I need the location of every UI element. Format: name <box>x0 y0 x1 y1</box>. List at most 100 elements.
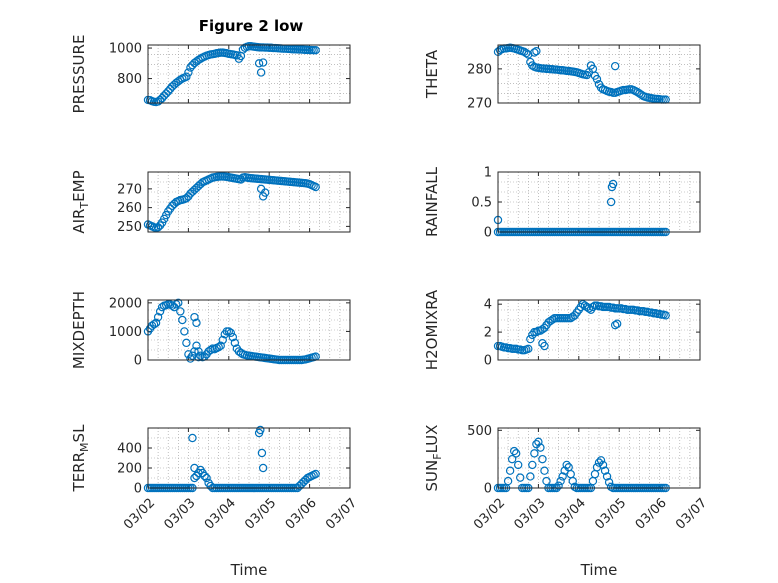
data-point <box>202 473 211 483</box>
data-point <box>610 61 620 71</box>
data-point <box>188 433 197 443</box>
y-tick-label: 400 <box>117 442 142 457</box>
x-tick-label: 03/03 <box>511 496 548 533</box>
data-point <box>194 352 203 362</box>
axes-border <box>497 171 701 233</box>
series-points <box>143 298 320 365</box>
x-tick-label: 03/04 <box>552 496 589 533</box>
data-point <box>661 311 670 320</box>
data-point <box>610 320 620 330</box>
y-tick-label: 2 <box>484 326 492 341</box>
y-tick-label: 0 <box>484 482 492 497</box>
data-point <box>598 460 608 470</box>
y-tick-label: 200 <box>117 462 142 477</box>
data-point <box>153 312 163 322</box>
y-axis-label: H2OMIXRA <box>423 289 441 370</box>
data-point <box>505 466 515 475</box>
data-point <box>532 46 541 56</box>
data-point <box>174 298 183 308</box>
y-tick-label: 0 <box>134 482 142 497</box>
x-tick-label: 03/02 <box>471 496 508 533</box>
figure-title: Figure 2 low <box>199 17 304 35</box>
data-point <box>558 472 567 481</box>
data-point <box>190 473 199 483</box>
y-tick-label: 2000 <box>109 296 142 311</box>
y-tick-label: 270 <box>467 97 492 112</box>
data-point <box>182 338 191 348</box>
y-tick-label: 1000 <box>109 42 142 57</box>
data-point <box>522 48 531 58</box>
data-point <box>538 454 547 464</box>
axes-border <box>497 427 701 489</box>
y-axis-label-part: SL <box>70 424 88 443</box>
data-point <box>178 315 187 325</box>
data-point <box>568 476 577 486</box>
series-points <box>143 172 320 233</box>
data-point <box>570 482 579 492</box>
y-tick-label: 0 <box>484 354 492 369</box>
data-point <box>596 456 606 465</box>
subplot-7: 0 200 400 03/02 03/03 03/04 03/05 03/06 03/07 Tim… <box>70 424 360 579</box>
data-point <box>224 327 233 336</box>
data-point <box>149 320 159 329</box>
x-tick-label: 03/06 <box>283 496 320 533</box>
data-point <box>511 449 521 458</box>
data-point <box>594 458 604 467</box>
data-point <box>516 473 525 482</box>
axes-border <box>147 427 351 489</box>
data-point <box>236 175 246 184</box>
x-tick-label: 03/06 <box>633 496 670 533</box>
y-axis-label-subscript: F <box>431 453 444 459</box>
y-tick-label: 1 <box>484 166 492 181</box>
data-point <box>526 334 535 344</box>
data-point <box>606 197 616 207</box>
data-point <box>311 182 320 192</box>
data-point <box>214 342 223 352</box>
y-tick-label: 260 <box>117 201 142 216</box>
data-point <box>258 58 268 67</box>
data-point <box>612 319 622 328</box>
y-axis-label: AIRTEMP <box>70 170 91 233</box>
data-point <box>206 481 215 491</box>
data-point <box>194 347 203 356</box>
data-point <box>540 466 549 475</box>
subplot-8: 0 500 03/02 03/03 03/04 03/05 03/06 03/07 Time SU… <box>423 424 710 579</box>
data-point <box>226 328 236 338</box>
y-tick-label: 0 <box>134 354 142 369</box>
y-axis-label: SUNFLUX <box>423 425 444 492</box>
x-tick-label: 03/05 <box>592 496 629 533</box>
data-point <box>254 59 264 68</box>
data-point <box>540 341 549 351</box>
subplot-1: 800 1000 PRESSURE <box>70 35 351 114</box>
y-tick-label: 1000 <box>109 325 142 340</box>
data-point <box>184 68 193 77</box>
data-point <box>230 338 240 348</box>
y-axis-label: THETA <box>423 49 441 99</box>
data-point <box>188 351 197 360</box>
axes-border <box>497 44 701 104</box>
subplot-2: 270 280 THETA <box>423 43 701 112</box>
data-point <box>216 341 225 350</box>
data-point <box>192 341 201 350</box>
data-point <box>218 335 227 345</box>
series-points <box>143 42 320 107</box>
data-point <box>257 448 267 458</box>
data-point <box>206 345 215 355</box>
y-axis-label: PRESSURE <box>70 35 88 114</box>
data-point <box>151 318 161 328</box>
data-point <box>526 472 535 481</box>
x-tick-label: 03/05 <box>242 496 279 533</box>
y-axis-label: TERRMSL <box>70 424 91 493</box>
y-axis-label-part: TERR <box>70 452 88 493</box>
data-point <box>592 74 602 84</box>
subplot-6: 0 2 4 H2OMIXRA <box>423 289 701 370</box>
data-point <box>596 83 606 92</box>
y-axis-label: RAINFALL <box>423 166 441 237</box>
y-tick-label: 0.5 <box>471 196 492 211</box>
data-point <box>534 437 543 447</box>
data-point <box>507 454 517 464</box>
y-axis-label-part: AIR <box>70 209 88 234</box>
y-axis-label-part: EMP <box>70 170 88 201</box>
data-point <box>200 471 209 481</box>
